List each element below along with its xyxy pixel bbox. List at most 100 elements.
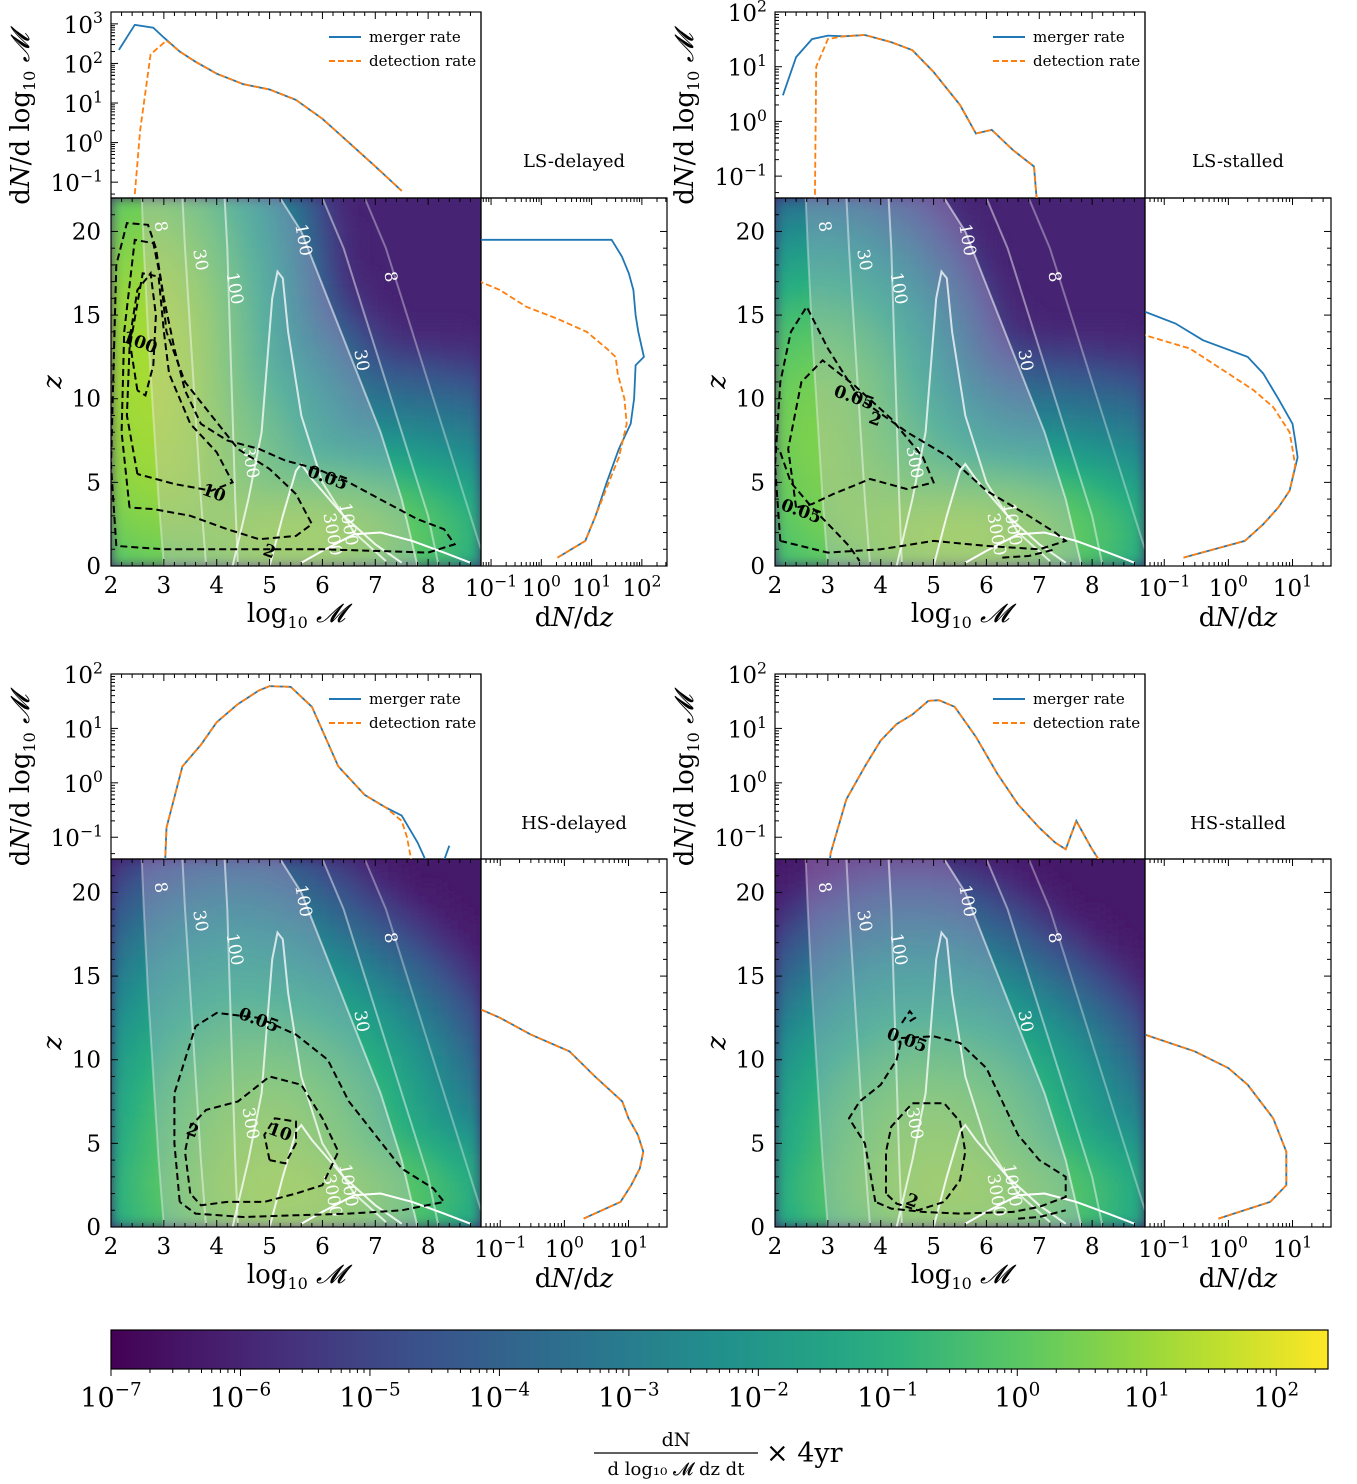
heatmap-cell	[814, 357, 829, 371]
heatmap-cell	[427, 455, 442, 469]
heatmap-cell	[1104, 455, 1120, 469]
heatmap-cell	[1078, 442, 1093, 457]
heatmap-cell	[414, 320, 429, 334]
heatmap-cell	[1131, 393, 1145, 408]
heatmap-cell	[800, 283, 816, 297]
heatmap-cell	[933, 528, 948, 542]
heatmap-cell	[867, 332, 882, 346]
heatmap-cell	[136, 491, 152, 506]
legend-merger-label: merger rate	[369, 28, 461, 46]
heatmap-cell	[150, 870, 165, 885]
heatmap-cell	[959, 344, 974, 358]
heatmap-cell	[1078, 1189, 1093, 1203]
heatmap-cell	[1078, 393, 1093, 408]
x-tick-label: 7	[1032, 1234, 1047, 1260]
heatmap-cell	[308, 283, 323, 297]
colorbar-tick-label: 10−2	[728, 1380, 789, 1414]
heatmap-cell	[787, 553, 802, 566]
x-axis-label: log10 𝓜	[911, 1260, 1017, 1293]
heatmap-cell	[321, 430, 337, 444]
heatmap-cell	[189, 907, 204, 921]
heatmap-cell	[203, 381, 218, 395]
heatmap-cell	[800, 442, 816, 457]
heatmap-cell	[427, 479, 442, 493]
heatmap-cell	[775, 1128, 789, 1142]
heatmap-cell	[255, 467, 271, 481]
heatmap-cell	[867, 430, 882, 444]
heatmap-cell	[800, 1128, 816, 1142]
heatmap-cell	[959, 222, 974, 236]
side-x-tick-label: 100	[545, 1232, 584, 1263]
heatmap-cell	[1104, 516, 1120, 530]
heatmap-cell	[203, 1140, 218, 1154]
heatmap-cell	[189, 1103, 204, 1118]
heatmap-cell	[348, 258, 363, 273]
heatmap-cell	[467, 541, 481, 555]
heatmap-cell	[1038, 344, 1053, 358]
heatmap-cell	[946, 234, 961, 248]
heatmap-cell	[176, 1018, 191, 1032]
heatmap-cell	[800, 406, 816, 420]
heatmap-cell	[123, 491, 138, 506]
heatmap-cell	[959, 870, 974, 885]
heatmap-cell	[893, 357, 908, 371]
heatmap-cell	[229, 295, 244, 309]
heatmap-cell	[775, 1189, 789, 1203]
heatmap-cell	[176, 455, 191, 469]
heatmap-cell	[269, 369, 284, 383]
heatmap-cell	[176, 981, 191, 995]
heatmap-cell	[775, 932, 789, 946]
heatmap-cell	[295, 381, 310, 395]
heatmap-cell	[959, 295, 974, 309]
heatmap-cell	[203, 1152, 218, 1167]
heatmap-cell	[176, 553, 191, 566]
heatmap-cell	[467, 442, 481, 457]
heatmap-cell	[775, 246, 789, 260]
heatmap-cell	[123, 1214, 138, 1227]
heatmap-cell	[840, 246, 855, 260]
heatmap-cell	[176, 479, 191, 493]
legend-detection-label: detection rate	[1033, 714, 1140, 732]
heatmap-cell	[136, 516, 152, 530]
heatmap-cell	[163, 222, 178, 236]
heatmap-cell	[136, 332, 152, 346]
heatmap-cell	[946, 344, 961, 358]
heatmap-cell	[295, 357, 310, 371]
heatmap-cell	[800, 344, 816, 358]
heatmap-cell	[335, 393, 350, 408]
heatmap-cell	[1012, 295, 1027, 309]
heatmap-cell	[800, 1214, 816, 1227]
heatmap-cell	[775, 1214, 789, 1227]
heatmap-cell	[880, 369, 895, 383]
heatmap-cell	[269, 381, 284, 395]
heatmap-cell	[985, 430, 1001, 444]
colorbar-tick-label: 10−6	[210, 1380, 271, 1414]
heatmap-cell	[1118, 381, 1133, 395]
heatmap-cell	[111, 283, 125, 297]
heatmap-cell	[189, 859, 204, 872]
heatmap-cell	[348, 504, 363, 518]
heatmap-cell	[361, 455, 376, 469]
heatmap-cell	[454, 332, 469, 346]
z-tick-label: 0	[750, 554, 765, 580]
heatmap-cell	[282, 553, 297, 566]
heatmap-cell	[203, 332, 218, 346]
heatmap-cell	[840, 504, 855, 518]
heatmap-cell	[814, 295, 829, 309]
heatmap-cell	[136, 295, 152, 309]
heatmap-cell	[335, 479, 350, 493]
heatmap-cell	[295, 283, 310, 297]
side-ticks: 10−1 100 101	[1138, 859, 1331, 1263]
heatmap-cell	[348, 283, 363, 297]
heatmap-cell	[919, 295, 935, 309]
heatmap-cell	[111, 246, 125, 260]
heatmap-cell	[919, 393, 935, 408]
heatmap-cell	[203, 357, 218, 371]
heatmap-cell	[427, 1214, 442, 1227]
heatmap-cell	[401, 479, 416, 493]
snr-label: 30	[852, 248, 875, 273]
heatmap-cell	[361, 271, 376, 285]
